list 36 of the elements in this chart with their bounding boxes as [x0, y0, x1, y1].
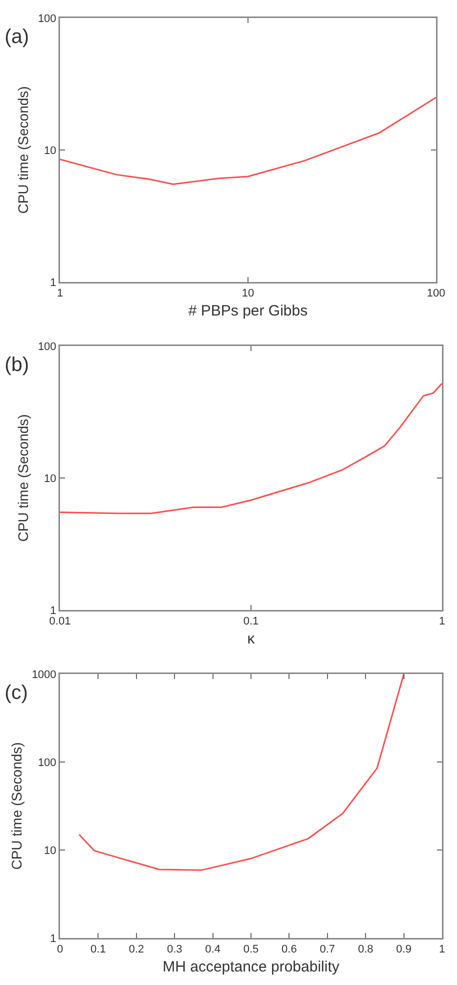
x-tick-label: 0.6 — [282, 944, 297, 956]
x-tick-label: 0.1 — [90, 944, 106, 956]
x-tick-label: 0.7 — [320, 944, 336, 956]
x-tick-label: 1 — [438, 616, 446, 628]
x-tick-label: 0.3 — [166, 944, 182, 956]
chart-title: (c) — [4, 682, 28, 704]
x-axis-title: MH acceptance probability — [162, 958, 340, 976]
y-tick-label: 10 — [44, 844, 56, 857]
y-tick-label: 100 — [38, 340, 56, 353]
y-tick-label: 1 — [50, 932, 56, 945]
y-axis-title: CPU time (Seconds) — [14, 86, 31, 214]
y-tick-label: 100 — [38, 12, 56, 25]
x-tick-label: 0.8 — [358, 944, 374, 956]
x-tick-label: 0.1 — [243, 616, 259, 628]
y-axis-title: CPU time (Seconds) — [14, 414, 31, 542]
y-tick-label: 1000 — [32, 668, 56, 681]
y-tick-label: 1 — [50, 276, 56, 289]
y-axis-title: CPU time (Seconds) — [8, 742, 25, 870]
chart-title: (b) — [4, 354, 30, 376]
x-tick-label: 1 — [438, 944, 446, 956]
y-tick-label: 10 — [44, 472, 56, 485]
chart-title: (a) — [4, 26, 30, 48]
x-axis-title: # PBPs per Gibbs — [188, 302, 308, 320]
x-tick-label: 0 — [56, 944, 64, 956]
y-tick-label: 1 — [50, 604, 56, 617]
x-tick-label: 0.2 — [128, 944, 144, 956]
x-axis-title: κ — [247, 630, 256, 648]
x-tick-label: 0.01 — [49, 616, 71, 628]
x-tick-label: 100 — [426, 288, 446, 300]
x-tick-label: 0.5 — [243, 944, 259, 956]
y-tick-label: 100 — [38, 756, 56, 769]
y-tick-label: 10 — [44, 144, 56, 157]
line-series — [78, 674, 405, 871]
x-tick-label: 10 — [242, 288, 254, 300]
x-tick-label: 0.4 — [205, 944, 220, 956]
x-tick-label: 0.9 — [396, 944, 412, 956]
